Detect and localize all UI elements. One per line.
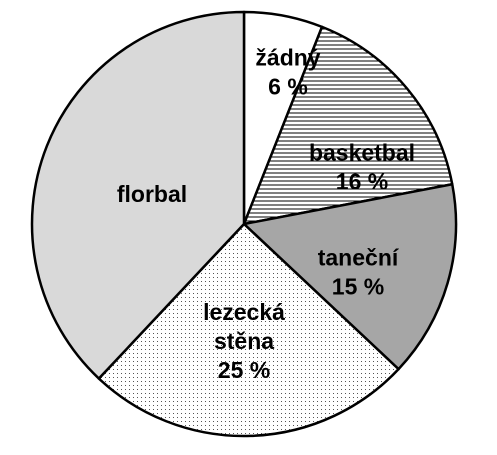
slice-label-line: lezecká <box>203 299 285 325</box>
slice-label-tanecni: taneční 15 % <box>318 245 400 300</box>
slice-label-line: 15 % <box>332 274 384 300</box>
slice-label-line: žádný <box>255 45 320 71</box>
pie-slice-tanecni <box>242 183 458 371</box>
pie-slice-basketbal <box>242 25 454 226</box>
slice-label-zadny: žádný 6 % <box>255 45 320 100</box>
slice-label-line: 16 % <box>336 169 388 195</box>
slice-label-lezecka: lezecká stěna 25 % <box>203 299 285 383</box>
slice-label-line: taneční <box>318 245 400 271</box>
slice-label-line: 25 % <box>218 357 270 383</box>
pie-slice-florbal <box>30 10 246 380</box>
slice-label-line: stěna <box>214 328 274 354</box>
slice-label-line: florbal <box>117 181 187 207</box>
slice-label-florbal: florbal <box>117 181 187 207</box>
slice-label-line: 6 % <box>268 74 308 100</box>
pie-slice-lezecka <box>97 222 400 438</box>
slice-label-basketbal: basketbal 16 % <box>309 140 415 195</box>
slice-label-line: basketbal <box>309 140 415 166</box>
